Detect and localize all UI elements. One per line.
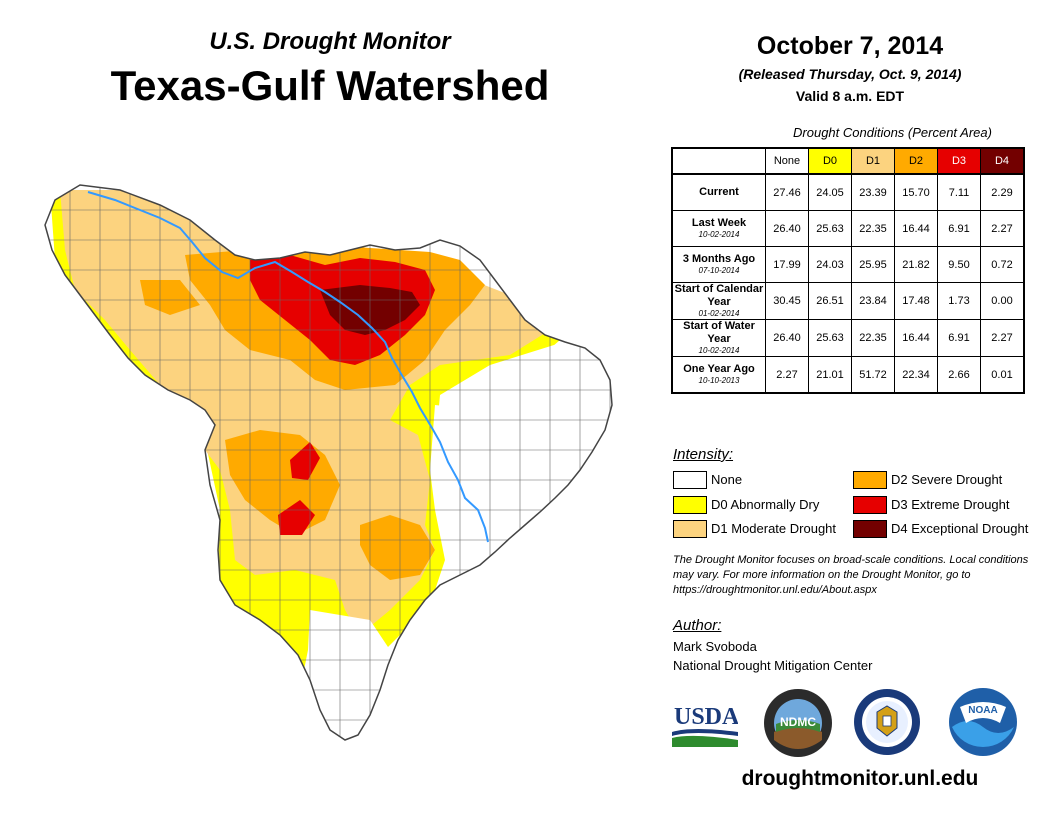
cell: 17.48 [894, 282, 938, 320]
cell: 2.27 [980, 319, 1025, 357]
drought-map [44, 184, 613, 741]
cell: 22.34 [894, 356, 938, 394]
map-date: October 7, 2014 [756, 32, 944, 60]
cell: 27.46 [765, 173, 809, 211]
row-label: Start of Calendar Year 01-02-2014 [671, 282, 766, 320]
cell: 25.63 [808, 319, 852, 357]
cell: 51.72 [851, 356, 895, 394]
county-grid [45, 185, 612, 740]
col-d1: D1 [851, 147, 895, 175]
cell: 30.45 [765, 282, 809, 320]
legend-label: D3 Extreme Drought [891, 497, 1010, 512]
col-d2: D2 [894, 147, 938, 175]
legend-heading: Intensity: [673, 446, 734, 463]
cell: 25.95 [851, 246, 895, 283]
cell: 2.66 [937, 356, 981, 394]
cell: 21.01 [808, 356, 852, 394]
cell: 25.63 [808, 210, 852, 247]
cell: 15.70 [894, 173, 938, 211]
row-label: One Year Ago 10-10-2013 [671, 356, 766, 394]
footer-url[interactable]: droughtmonitor.unl.edu [741, 767, 979, 790]
table-row: One Year Ago 10-10-2013 2.27 21.01 51.72 … [671, 356, 1025, 394]
table-row: Last Week 10-02-2014 26.40 25.63 22.35 16… [671, 210, 1025, 247]
cell: 16.44 [894, 319, 938, 357]
map-subtitle: U.S. Drought Monitor [209, 28, 451, 55]
cell: 24.05 [808, 173, 852, 211]
basin-outline [44, 184, 613, 741]
cell: 23.39 [851, 173, 895, 211]
row-label: 3 Months Ago 07-10-2014 [671, 246, 766, 283]
noaa-logo-icon: NOAA [949, 688, 1017, 756]
cell: 2.29 [980, 173, 1025, 211]
legend-label: D0 Abnormally Dry [711, 497, 820, 512]
legend-swatch-d4 [853, 520, 887, 538]
cell: 1.73 [937, 282, 981, 320]
cell: 26.40 [765, 319, 809, 357]
table-row: 3 Months Ago 07-10-2014 17.99 24.03 25.95… [671, 246, 1025, 283]
map-title: Texas-Gulf Watershed [110, 62, 550, 109]
col-none: None [765, 147, 809, 175]
cell: 26.40 [765, 210, 809, 247]
cell: 22.35 [851, 210, 895, 247]
svg-text:NOAA: NOAA [968, 705, 997, 716]
author-org: National Drought Mitigation Center [673, 658, 873, 673]
legend-swatch-d2 [853, 471, 887, 489]
row-label: Start of Water Year 10-02-2014 [671, 319, 766, 357]
cell: 2.27 [765, 356, 809, 394]
cell: 22.35 [851, 319, 895, 357]
col-d3: D3 [937, 147, 981, 175]
table-header-row: None D0 D1 D2 D3 D4 [672, 147, 1025, 175]
table-row: Current 27.46 24.05 23.39 15.70 7.11 2.2… [671, 173, 1025, 211]
cell: 2.27 [980, 210, 1025, 247]
d3-zone-south [278, 500, 315, 535]
ndmc-logo-icon: NDMC [764, 689, 832, 757]
legend-swatch-d1 [673, 520, 707, 538]
cell: 23.84 [851, 282, 895, 320]
legend-swatch-d0 [673, 496, 707, 514]
author-heading: Author: [673, 617, 722, 634]
d2-zone-south [360, 515, 435, 580]
row-label: Last Week 10-02-2014 [671, 210, 766, 247]
cell: 24.03 [808, 246, 852, 283]
legend-swatch-none [673, 471, 707, 489]
table-row: Start of Water Year 10-02-2014 26.40 25.6… [671, 319, 1025, 357]
cell: 7.11 [937, 173, 981, 211]
legend-label: None [711, 472, 743, 487]
cell: 16.44 [894, 210, 938, 247]
cell: 6.91 [937, 319, 981, 357]
cell: 0.01 [980, 356, 1025, 394]
svg-text:USDA: USDA [674, 704, 738, 730]
cell: 26.51 [808, 282, 852, 320]
legend-swatch-d3 [853, 496, 887, 514]
legend-label: D2 Severe Drought [891, 472, 1003, 487]
d3-zone-central [290, 442, 320, 480]
svg-text:NDMC: NDMC [780, 715, 816, 729]
d2-zone-north2 [140, 280, 200, 315]
col-d0: D0 [808, 147, 852, 175]
cell: 21.82 [894, 246, 938, 283]
none-south [298, 610, 390, 740]
author-block: Mark Svoboda National Drought Mitigation… [673, 637, 872, 675]
disclaimer-note: The Drought Monitor focuses on broad-sca… [673, 554, 1029, 596]
river [87, 191, 489, 543]
table-corner [672, 148, 766, 174]
commerce-seal-icon [854, 689, 920, 755]
cell: 0.00 [980, 282, 1025, 320]
col-d4: D4 [980, 147, 1025, 175]
cell: 9.50 [937, 246, 981, 283]
d1-west-strip [60, 190, 90, 240]
legend-label: D4 Exceptional Drought [891, 521, 1029, 536]
drought-table: None D0 D1 D2 D3 D4 Current 27.46 24.05 … [671, 147, 1025, 394]
cell: 0.72 [980, 246, 1025, 283]
cell: 17.99 [765, 246, 809, 283]
author-name: Mark Svoboda [673, 639, 757, 654]
valid-time: Valid 8 a.m. EDT [795, 88, 905, 104]
table-caption: Drought Conditions (Percent Area) [793, 125, 992, 140]
row-label: Current [671, 173, 766, 211]
cell: 6.91 [937, 210, 981, 247]
usda-logo-icon: USDA [672, 704, 738, 747]
table-row: Start of Calendar Year 01-02-2014 30.45 2… [671, 282, 1025, 320]
release-date: (Released Thursday, Oct. 9, 2014) [738, 66, 962, 82]
legend-label: D1 Moderate Drought [711, 521, 837, 536]
